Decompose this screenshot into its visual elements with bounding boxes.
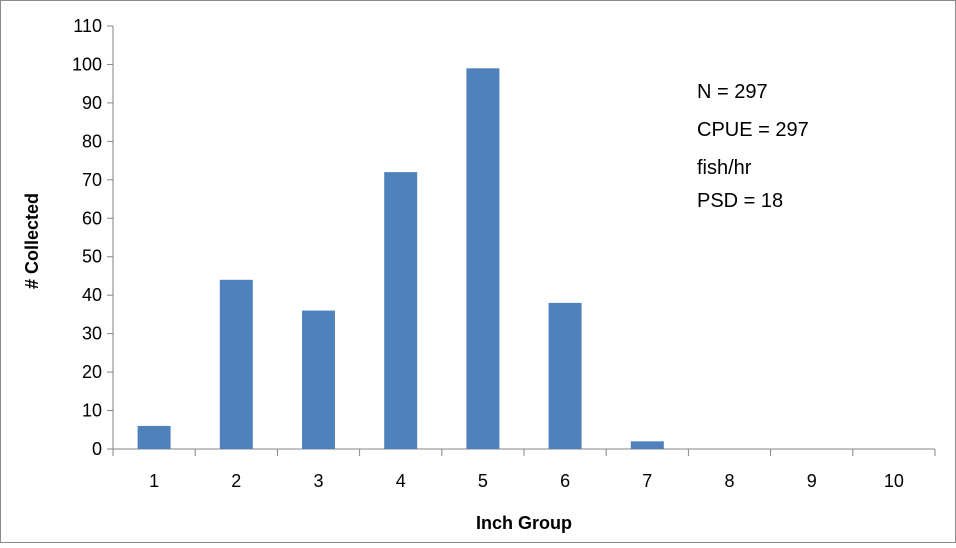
y-tick-label: 0 — [92, 439, 102, 459]
annotation-n: N = 297 — [697, 81, 768, 103]
bar — [219, 279, 253, 449]
bar — [302, 310, 335, 449]
annotation-cpue: CPUE = 297 — [697, 119, 809, 141]
bar — [548, 302, 582, 449]
y-tick-label: 20 — [82, 362, 102, 382]
y-axis: 0 10 20 30 40 50 60 70 80 90 100 110 — [72, 16, 114, 459]
stats-annotation: N = 297 CPUE = 297 fish/hr PSD = 18 — [697, 81, 809, 212]
x-tick-label: 4 — [396, 471, 406, 491]
bar — [384, 172, 418, 450]
annotation-units: fish/hr — [697, 157, 752, 179]
x-tick-label: 3 — [313, 471, 323, 491]
bar — [137, 425, 171, 449]
x-tick-label: 1 — [149, 471, 159, 491]
x-tick-label: 9 — [807, 471, 817, 491]
bar — [466, 68, 500, 450]
y-tick-label: 50 — [82, 247, 102, 267]
bars — [137, 68, 664, 450]
y-tick-label: 90 — [82, 93, 102, 113]
x-tick-label: 6 — [560, 471, 570, 491]
x-tick-label: 8 — [724, 471, 734, 491]
y-tick-label: 60 — [82, 208, 102, 228]
y-axis-title: # Collected — [22, 193, 42, 289]
x-tick-label: 5 — [478, 471, 488, 491]
y-tick-label: 40 — [82, 285, 102, 305]
x-tick-label: 2 — [231, 471, 241, 491]
bar — [630, 441, 664, 449]
x-axis-title: Inch Group — [476, 513, 572, 533]
y-tick-label: 30 — [82, 324, 102, 344]
y-tick-label: 10 — [82, 401, 102, 421]
y-tick-label: 100 — [72, 54, 102, 74]
y-tick-label: 70 — [82, 170, 102, 190]
y-tick-label: 110 — [73, 16, 102, 36]
y-tick-label: 80 — [82, 131, 102, 151]
x-tick-label: 10 — [884, 471, 904, 491]
x-tick-label: 7 — [642, 471, 652, 491]
annotation-psd: PSD = 18 — [697, 190, 783, 212]
